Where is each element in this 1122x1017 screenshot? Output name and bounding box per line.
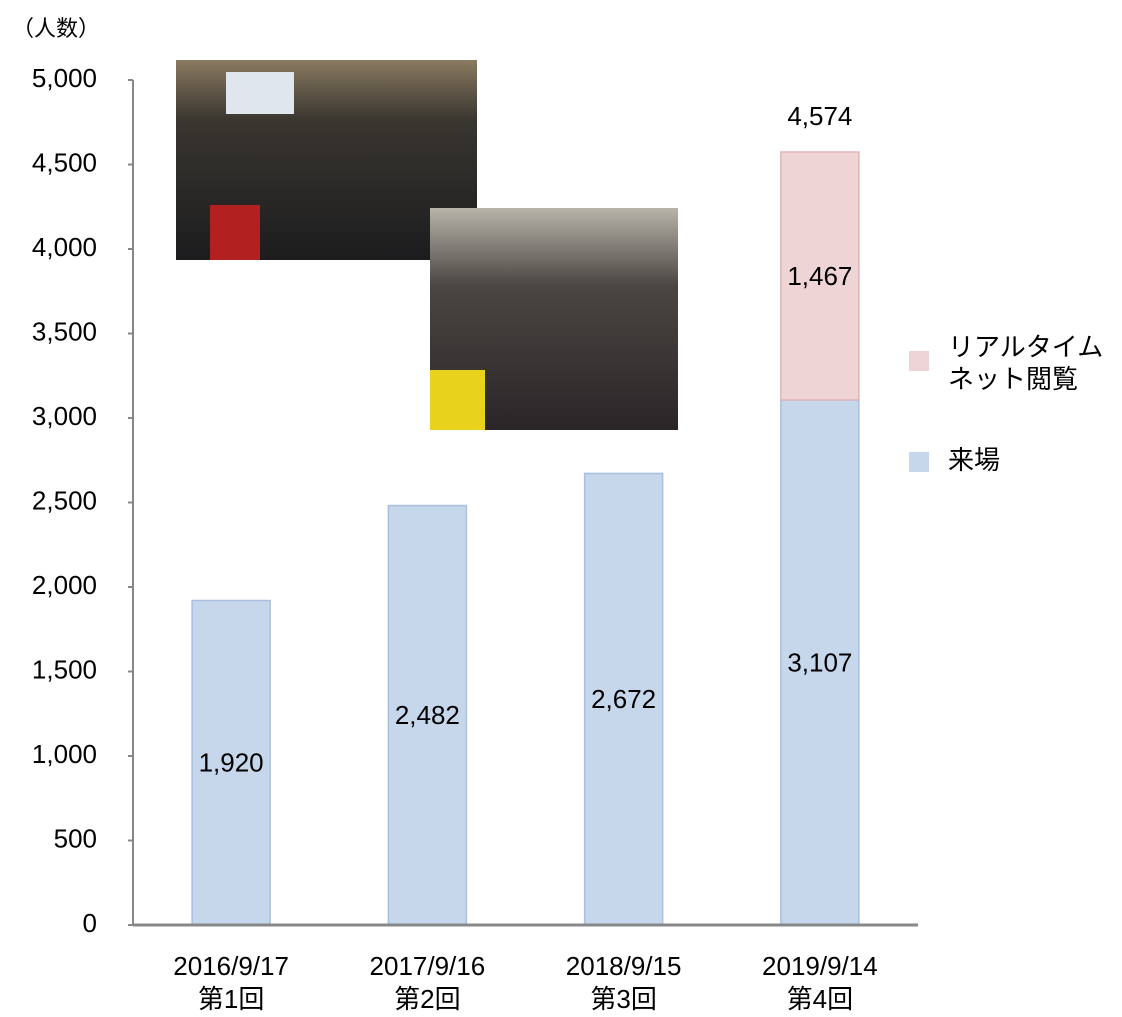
data-label: 1,920 (199, 748, 264, 778)
x-tick-label: 第2回 (394, 984, 460, 1014)
chart: （人数） 0 500 1,000 1,500 2,000 2,500 3,000 3,500 4… (0, 0, 1122, 1017)
y-tick-label: 3,000 (32, 401, 97, 431)
legend-swatch (909, 351, 929, 371)
x-tick-label: 第1回 (198, 984, 264, 1014)
page: （人数） 0 500 1,000 1,500 2,000 2,500 3,000 3,500 4… (0, 0, 1122, 1017)
y-axis-label: （人数） (12, 16, 100, 41)
y-tick-label: 4,000 (32, 232, 97, 262)
x-tick-label: 第4回 (787, 984, 853, 1014)
y-tick-label: 0 (83, 908, 97, 938)
photo-screen (226, 72, 294, 114)
y-tick-label: 2,000 (32, 570, 97, 600)
legend-swatch (909, 452, 929, 472)
y-tick-label: 4,500 (32, 147, 97, 177)
x-tick-label: 2017/9/16 (370, 951, 486, 981)
y-tick-label: 1,000 (32, 739, 97, 769)
total-label: 4,574 (787, 101, 852, 131)
photo-detail (430, 370, 485, 430)
x-tick-label: 2018/9/15 (566, 951, 682, 981)
y-tick-label: 3,500 (32, 316, 97, 346)
data-label: 3,107 (787, 647, 852, 677)
y-tick-label: 1,500 (32, 654, 97, 684)
y-tick-label: 2,500 (32, 485, 97, 515)
y-tick-label: 500 (54, 823, 97, 853)
x-tick-label: 第3回 (590, 984, 656, 1014)
legend-label: 来場 (948, 444, 1113, 476)
data-label: 2,672 (591, 684, 656, 714)
data-label: 2,482 (395, 700, 460, 730)
data-label: 1,467 (787, 261, 852, 291)
x-tick-label: 2016/9/17 (173, 951, 289, 981)
y-tick-label: 5,000 (32, 63, 97, 93)
legend-label: リアルタイムネット閲覧 (948, 331, 1113, 395)
photo-detail (210, 205, 260, 260)
photo-exhibition (430, 208, 678, 430)
x-tick-label: 2019/9/14 (762, 951, 878, 981)
